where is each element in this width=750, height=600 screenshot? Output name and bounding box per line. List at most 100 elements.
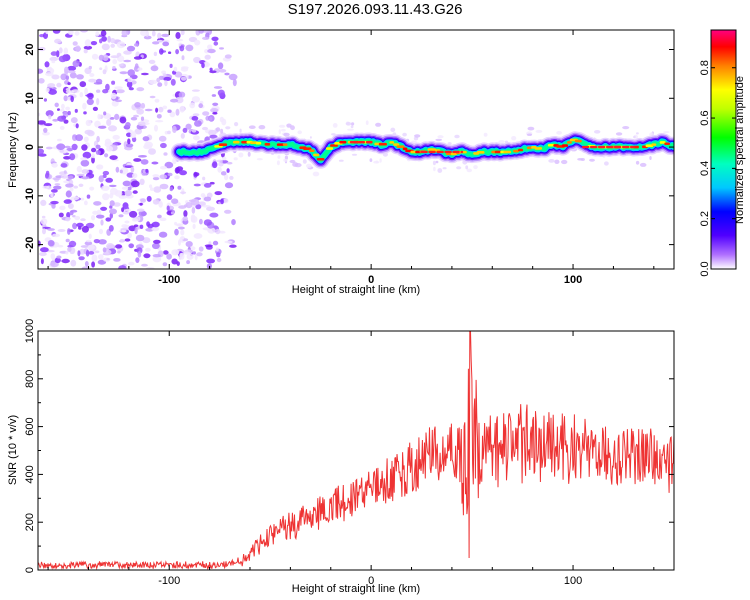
noise-speckle [59,125,65,130]
noise-speckle [209,70,217,74]
noise-speckle [168,51,172,54]
ridge-halo-speckle [435,160,439,164]
noise-speckle [137,67,143,71]
snr-ylabel: SNR (10 * v/v) [7,415,19,485]
ridge-halo-speckle [454,134,460,139]
noise-speckle [76,74,84,80]
noise-speckle [83,45,93,50]
ridge-halo-speckle [663,131,670,134]
ridge-halo-speckle [256,158,263,161]
noise-speckle [45,110,54,117]
noise-speckle [81,144,88,151]
noise-speckle [215,247,219,252]
noise-speckle [167,130,171,135]
ridge-halo-speckle [548,159,555,163]
noise-speckle [156,77,161,83]
ridge-halo-speckle [312,171,320,177]
noise-speckle [203,219,212,226]
noise-speckle [121,207,125,213]
noise-speckle [101,36,107,42]
noise-speckle [126,81,133,88]
noise-speckle [79,81,87,88]
noise-speckle [75,123,79,129]
noise-speckle [207,48,216,54]
noise-speckle [119,169,123,174]
noise-speckle [140,198,147,203]
noise-speckle [54,183,61,186]
noise-speckle [88,65,93,70]
noise-speckle [153,186,162,193]
noise-speckle-layer [38,30,674,269]
noise-speckle [95,150,101,155]
ridge-halo-speckle [283,132,290,137]
noise-speckle [176,166,184,172]
noise-speckle [65,190,72,198]
noise-speckle [226,168,230,173]
noise-speckle [214,191,223,196]
noise-speckle [101,185,110,191]
noise-speckle [66,212,71,218]
noise-speckle [128,225,137,232]
noise-speckle [91,53,99,60]
noise-speckle [70,259,77,267]
ridge-halo-speckle [554,159,560,164]
noise-speckle [185,123,192,130]
noise-speckle [111,80,116,85]
noise-speckle [173,66,178,72]
noise-speckle [191,215,198,223]
noise-speckle [202,111,210,116]
ridge-halo-speckle [278,124,286,128]
noise-speckle [119,71,128,75]
noise-speckle [38,46,46,52]
noise-speckle [65,183,74,188]
noise-speckle [218,69,227,73]
noise-speckle [125,132,132,138]
noise-speckle [69,187,74,192]
heatmap-ytick-label: -10 [24,188,36,204]
noise-speckle [203,183,212,188]
noise-speckle [115,166,120,173]
noise-speckle [149,95,156,99]
noise-speckle [133,158,142,162]
noise-speckle [151,161,159,165]
spectral-ridge [170,131,674,169]
noise-speckle [176,38,184,42]
noise-speckle [92,210,99,215]
noise-speckle [76,222,84,228]
heatmap-ytick-label: 0 [24,144,36,150]
noise-speckle [38,120,46,125]
noise-speckle [50,253,56,260]
noise-speckle [112,59,118,65]
noise-speckle [175,108,180,116]
ridge-halo-speckle [437,168,443,173]
noise-speckle [153,239,161,244]
noise-speckle [106,115,111,119]
noise-speckle [198,246,204,252]
noise-speckle [74,31,80,36]
snr-ytick-label: 1000 [24,319,36,343]
noise-speckle [84,261,89,267]
noise-speckle [130,180,140,188]
noise-speckle [91,254,98,262]
ridge-halo-speckle [594,130,601,134]
noise-speckle [47,228,55,231]
noise-speckle [119,116,127,124]
noise-speckle [179,170,187,176]
noise-speckle [130,116,138,121]
noise-speckle [99,38,103,44]
snr-ytick-label: 800 [24,370,36,388]
noise-speckle [204,244,213,248]
noise-speckle [164,161,174,169]
noise-speckle [191,207,196,214]
noise-speckle [91,261,95,268]
noise-speckle [53,185,62,190]
noise-speckle [42,131,50,136]
noise-speckle [58,212,64,218]
noise-speckle [102,193,110,201]
noise-speckle [193,183,201,187]
ridge-halo-speckle [345,122,352,126]
noise-speckle [171,198,179,204]
noise-speckle [114,86,123,90]
noise-speckle [40,218,48,225]
